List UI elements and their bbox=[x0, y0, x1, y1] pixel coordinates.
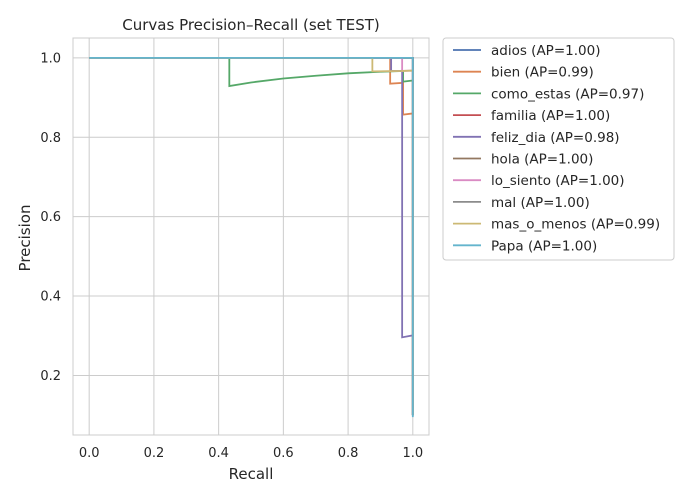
y-tick-label: 0.4 bbox=[40, 290, 61, 305]
legend-label: como_estas (AP=0.97) bbox=[491, 86, 644, 102]
legend-label: lo_siento (AP=1.00) bbox=[491, 173, 625, 189]
y-tick-label: 0.6 bbox=[40, 210, 61, 225]
series-line bbox=[89, 56, 414, 416]
y-axis-label: Precision bbox=[16, 205, 34, 272]
series-line bbox=[89, 56, 414, 416]
series-line bbox=[89, 56, 414, 416]
x-tick-label: 0.4 bbox=[208, 446, 229, 461]
x-tick-label: 0.6 bbox=[273, 446, 294, 461]
x-tick-label: 0.2 bbox=[144, 446, 165, 461]
legend-label: bien (AP=0.99) bbox=[491, 65, 594, 81]
plot-frame bbox=[72, 37, 430, 436]
series-line bbox=[89, 56, 414, 418]
y-tick-label: 1.0 bbox=[40, 51, 61, 66]
chart-title: Curvas Precision–Recall (set TEST) bbox=[122, 16, 379, 34]
legend-label: mas_o_menos (AP=0.99) bbox=[491, 217, 660, 233]
series-line bbox=[89, 56, 414, 416]
legend-label: Papa (AP=1.00) bbox=[491, 238, 597, 254]
legend: adios (AP=1.00) bien (AP=0.99) como_estas … bbox=[442, 37, 675, 261]
series-line bbox=[89, 56, 414, 416]
series-line bbox=[89, 56, 414, 416]
legend-frame bbox=[442, 37, 675, 261]
legend-label: familia (AP=1.00) bbox=[491, 108, 610, 124]
legend-label: adios (AP=1.00) bbox=[491, 43, 600, 59]
legend-label: feliz_dia (AP=0.98) bbox=[491, 130, 620, 146]
series-line bbox=[89, 56, 414, 416]
grid-lines bbox=[73, 38, 429, 435]
series-lines bbox=[89, 56, 414, 418]
series-line bbox=[89, 56, 414, 416]
y-tick-label: 0.8 bbox=[40, 131, 61, 146]
x-axis-label: Recall bbox=[229, 465, 274, 483]
series-line bbox=[89, 56, 414, 416]
legend-label: mal (AP=1.00) bbox=[491, 195, 590, 211]
legend-label: hola (AP=1.00) bbox=[491, 152, 593, 168]
y-tick-label: 0.2 bbox=[40, 369, 61, 384]
x-tick-label: 0.0 bbox=[79, 446, 100, 461]
x-tick-label: 0.8 bbox=[338, 446, 359, 461]
tick-labels: 0.0 0.2 0.4 0.6 0.8 1.0 0.2 0.4 0.6 0.8 1.0 bbox=[40, 51, 423, 461]
x-tick-label: 1.0 bbox=[402, 446, 423, 461]
